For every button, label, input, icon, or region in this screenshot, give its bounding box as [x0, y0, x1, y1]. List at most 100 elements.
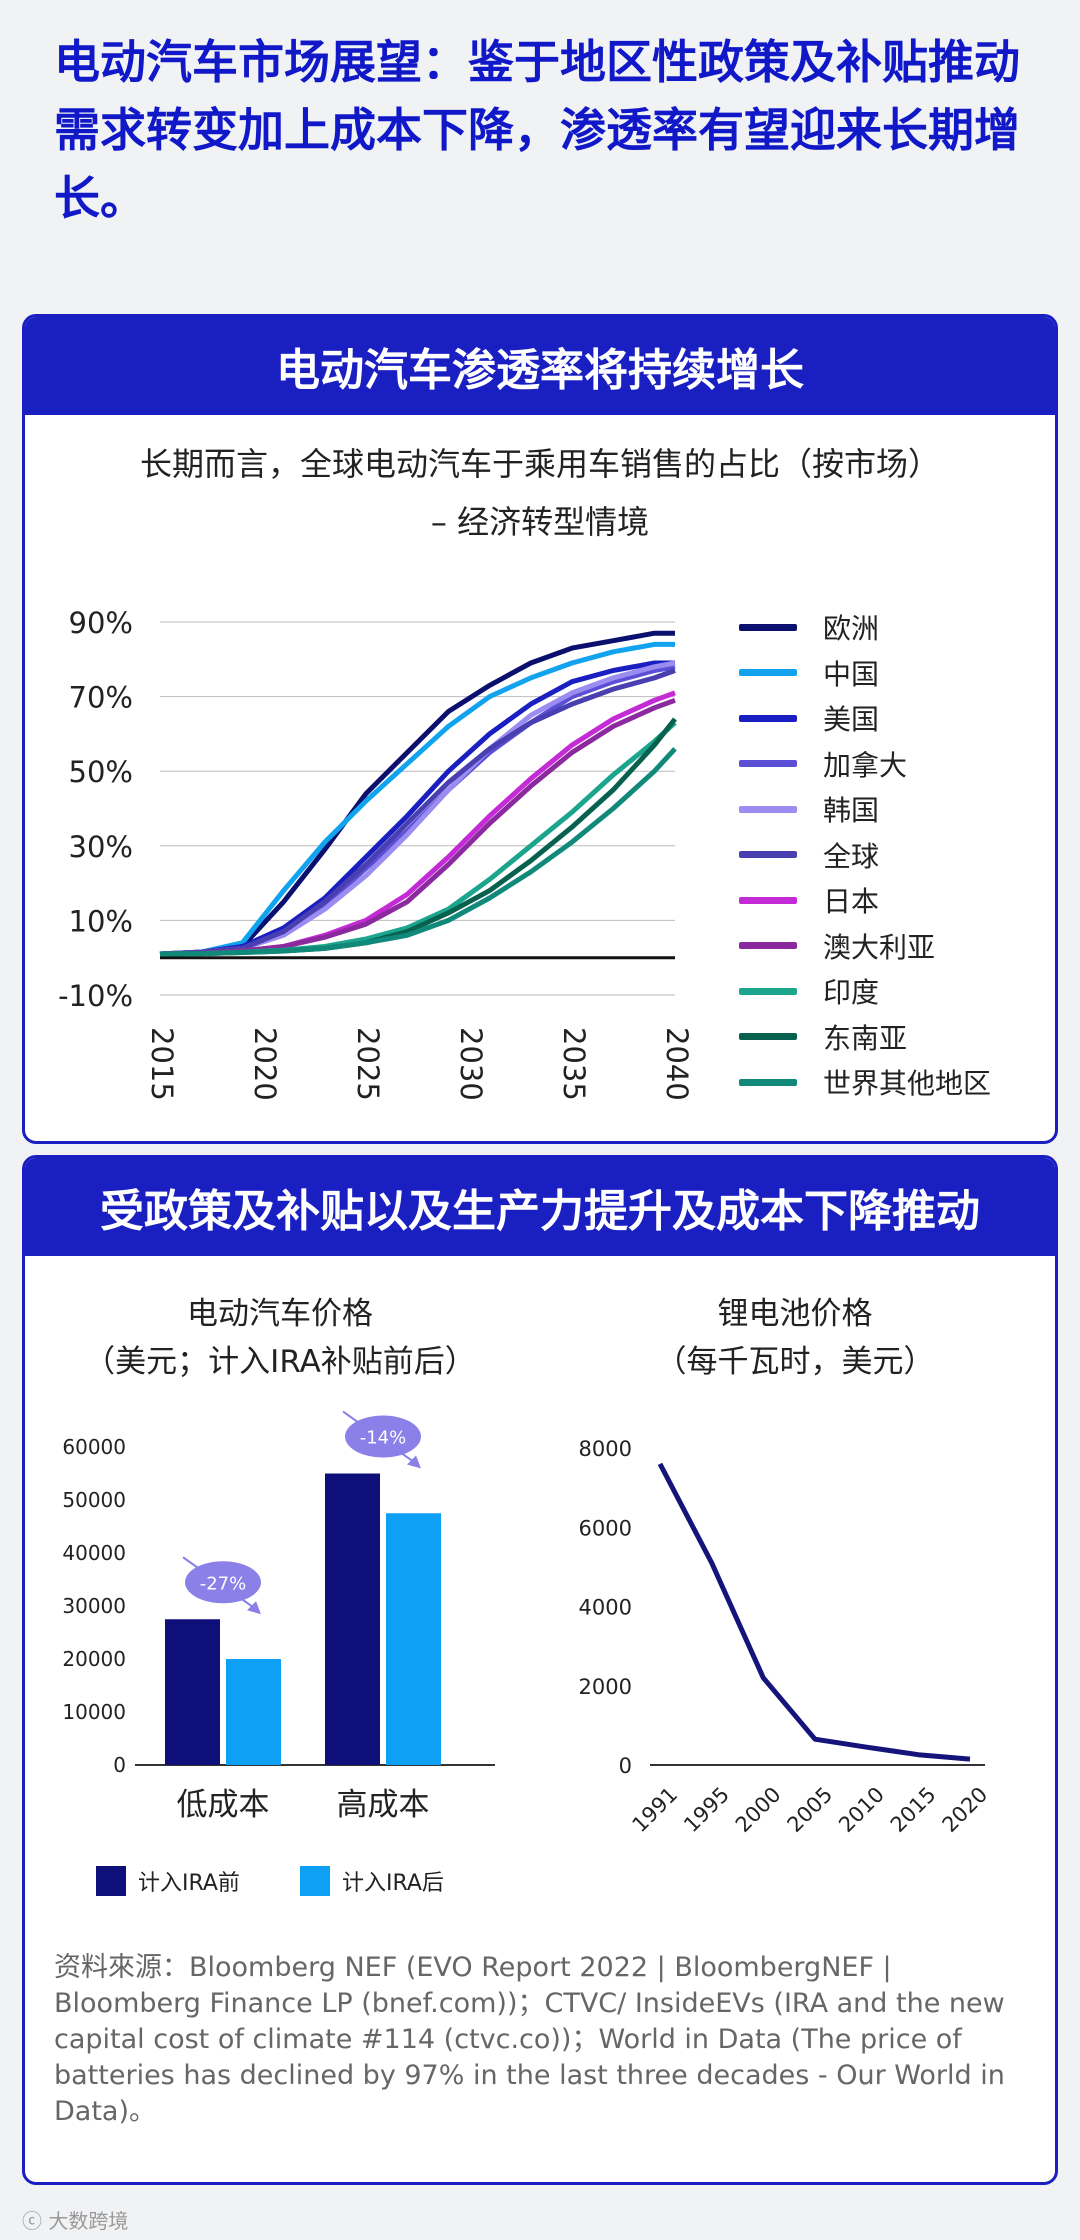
y-tick-label: 2000: [579, 1675, 632, 1699]
y-tick-label: 6000: [579, 1516, 632, 1540]
legend-swatch: [739, 851, 797, 858]
y-tick-label: 90%: [69, 606, 133, 640]
x-tick-label: 2025: [351, 1027, 385, 1101]
change-badge: [345, 1415, 421, 1458]
x-tick-label: 2020: [938, 1782, 993, 1837]
headline: 电动汽车市场展望：鉴于地区性政策及补贴推动需求转变加上成本下降，渗透率有望迎来长…: [54, 35, 1020, 225]
bar-计入IRA前-高成本: [325, 1473, 380, 1765]
legend-item: 欧洲: [739, 605, 879, 649]
x-tick-label: 2040: [660, 1027, 694, 1101]
legend-item: 韩国: [739, 787, 879, 831]
x-tick-label: 2010: [834, 1782, 889, 1837]
panel-policy-cost: 受政策及补贴以及生产力提升及成本下降推动: [22, 1155, 1058, 2185]
x-tick-label: 1995: [679, 1782, 734, 1837]
legend-item: 世界其他地区: [739, 1060, 991, 1104]
x-tick-label: 2005: [783, 1782, 838, 1837]
legend-swatch: [739, 942, 797, 949]
legend-label: 澳大利亚: [823, 930, 936, 964]
legend-swatch: [739, 1033, 797, 1040]
x-tick-label: 2015: [886, 1782, 941, 1837]
series-line-美国: [159, 660, 675, 957]
source-note: 资料來源：Bloomberg NEF (EVO Report 2022 | Bl…: [54, 1952, 1005, 2127]
series-line-世界其他地区: [159, 747, 677, 957]
y-tick-label: 40000: [62, 1541, 126, 1565]
legend-swatch: [739, 623, 797, 631]
arrow-head: [407, 1455, 421, 1469]
y-tick-label: 50000: [62, 1488, 126, 1512]
battery-price-line-chart: 0200040006000800019911995200020052010201…: [579, 1437, 993, 1837]
legend-swatch: [739, 669, 797, 676]
legend-swatch: [739, 987, 797, 995]
legend-item: 加拿大: [739, 742, 907, 786]
x-tick-label: 2035: [557, 1027, 591, 1101]
y-tick-label: 30000: [62, 1594, 126, 1618]
legend-swatch: [739, 714, 797, 722]
legend-item: 全球: [739, 833, 879, 877]
legend-label: 欧洲: [823, 612, 880, 645]
category-label: 低成本: [177, 1787, 270, 1823]
legend-label: 韩国: [823, 794, 880, 827]
y-tick-label: 0: [113, 1753, 126, 1777]
y-tick-label: 30%: [69, 830, 133, 864]
legend-item-before-ira: 计入IRA前: [96, 1865, 240, 1897]
legend-item: 中国: [739, 651, 879, 695]
y-tick-label: 20000: [62, 1647, 126, 1671]
ev-price-title: 电动汽车价格 （美元；计入IRA补贴前后）: [84, 1296, 476, 1380]
legend-label: 美国: [823, 703, 880, 736]
legend-item-after-ira: 计入IRA后: [300, 1865, 444, 1897]
legend-swatch: [739, 805, 797, 813]
series-line-澳大利亚: [159, 697, 676, 957]
change-badge-label: -14%: [360, 1428, 407, 1449]
legend-label: 印度: [823, 976, 880, 1009]
legend-item: 东南亚: [739, 1015, 907, 1059]
category-label: 高成本: [337, 1787, 430, 1823]
chart-subtitle: – 经济转型情境: [430, 503, 650, 541]
y-tick-label: 4000: [579, 1596, 632, 1620]
bar-计入IRA前-低成本: [165, 1619, 220, 1765]
x-tick-label: 2020: [248, 1027, 282, 1101]
watermark: ⓒ 大数跨境: [22, 2209, 129, 2233]
panel-header: 电动汽车渗透率将持续增长: [25, 317, 1055, 415]
legend-label: 全球: [823, 839, 880, 873]
legend-swatch: [739, 896, 797, 904]
series-line-欧洲: [159, 630, 675, 957]
x-tick-label: 2030: [454, 1027, 488, 1101]
y-tick-label: 10%: [69, 904, 133, 938]
legend-label: 东南亚: [823, 1021, 908, 1055]
legend-swatch: [739, 760, 797, 767]
y-tick-label: -10%: [58, 979, 133, 1013]
legend-item: 美国: [739, 696, 879, 740]
legend-label: 中国: [823, 657, 880, 691]
change-badge: [185, 1561, 261, 1604]
battery-price-title: 锂电池价格 （每千瓦时，美元）: [655, 1296, 935, 1380]
panel-ev-penetration: 电动汽车渗透率将持续增长 长期而言，全球电动汽车于乘用车销售的占比（按市场） –…: [22, 314, 1058, 1144]
series-line-中国: [159, 641, 675, 957]
series-line-全球: [159, 668, 676, 957]
legend-label: 日本: [823, 885, 880, 918]
y-tick-label: 50%: [69, 755, 133, 789]
legend-item: 澳大利亚: [739, 924, 935, 968]
y-tick-label: 0: [619, 1754, 632, 1778]
y-tick-label: 60000: [62, 1435, 126, 1459]
legend-label: 世界其他地区: [823, 1067, 992, 1100]
chart-title: 长期而言，全球电动汽车于乘用车销售的占比（按市场）: [139, 445, 940, 483]
bar-计入IRA后-低成本: [226, 1659, 281, 1765]
legend-label: 加拿大: [823, 748, 908, 782]
arrow-head: [247, 1601, 261, 1615]
series-line-韩国: [159, 660, 676, 957]
x-tick-label: 2000: [731, 1782, 786, 1837]
x-tick-label: 1991: [628, 1782, 683, 1837]
legend-item: 印度: [739, 969, 879, 1013]
bar-计入IRA后-高成本: [386, 1513, 441, 1765]
legend-item: 日本: [739, 878, 879, 922]
battery-price-line: [657, 1462, 971, 1762]
y-tick-label: 8000: [579, 1437, 632, 1461]
penetration-line-chart: 90% 70% 50% 30% 10% -10% 2015 2020 2025 2030 2035 2…: [58, 606, 694, 1101]
panel-header: 受政策及补贴以及生产力提升及成本下降推动: [25, 1158, 1055, 1256]
ev-price-bar-chart: 0 10000 20000 30000 40000 50000 60000 低成本 -27% 高成…: [62, 1410, 495, 1823]
y-tick-label: 70%: [69, 681, 133, 715]
change-badge-label: -27%: [200, 1573, 247, 1594]
y-tick-label: 10000: [62, 1700, 126, 1724]
x-tick-label: 2015: [145, 1027, 179, 1101]
legend-swatch: [739, 1078, 797, 1086]
